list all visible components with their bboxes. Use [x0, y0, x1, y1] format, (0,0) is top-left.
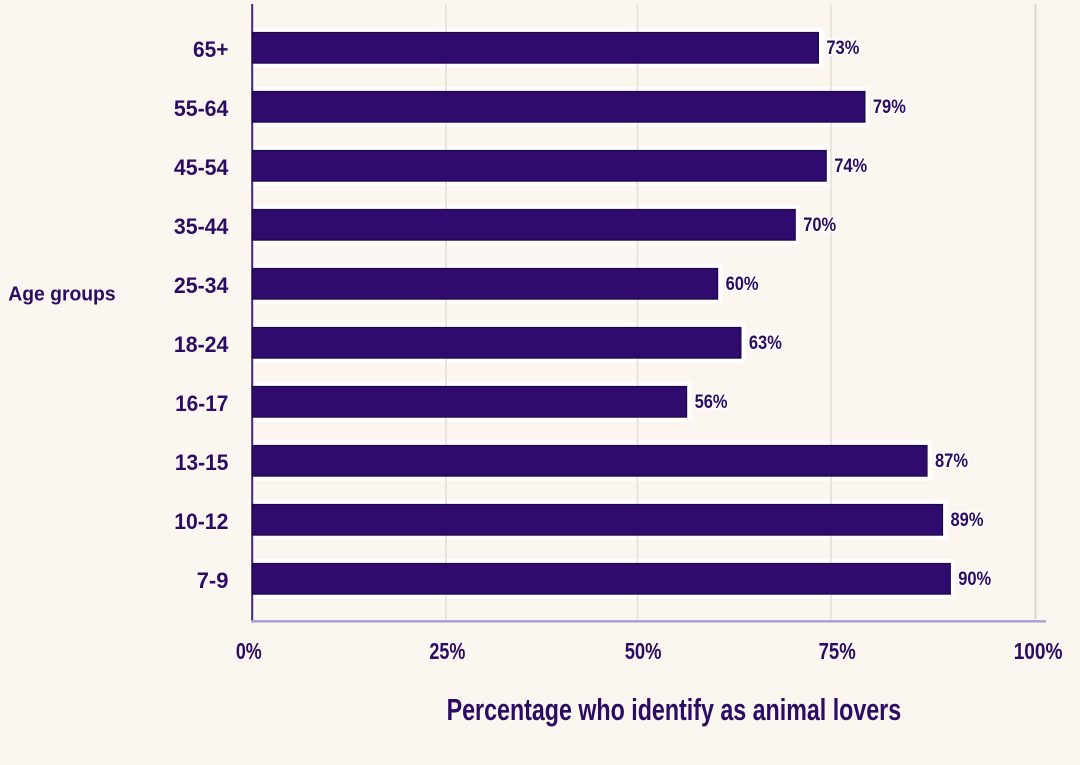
svg-text:90%: 90% — [958, 569, 991, 590]
svg-text:25%: 25% — [429, 638, 465, 664]
svg-text:50%: 50% — [625, 638, 662, 664]
svg-text:90%: 90% — [958, 569, 991, 590]
svg-text:70%: 70% — [803, 215, 836, 236]
svg-text:65+: 65+ — [193, 37, 228, 62]
svg-text:74%: 74% — [834, 156, 867, 177]
svg-text:89%: 89% — [951, 510, 984, 531]
svg-text:60%: 60% — [726, 274, 759, 295]
svg-text:56%: 56% — [695, 392, 728, 413]
svg-text:74%: 74% — [834, 156, 867, 177]
svg-text:79%: 79% — [873, 97, 906, 118]
svg-text:56%: 56% — [695, 392, 728, 413]
svg-text:0%: 0% — [236, 638, 262, 664]
svg-text:13-15: 13-15 — [175, 450, 229, 475]
svg-text:16-17: 16-17 — [175, 391, 228, 416]
svg-text:73%: 73% — [826, 38, 859, 59]
svg-text:25-34: 25-34 — [174, 273, 229, 298]
svg-text:100%: 100% — [1014, 638, 1063, 664]
svg-text:Percentage who identify as ani: Percentage who identify as animal lovers — [447, 692, 902, 727]
svg-text:73%: 73% — [826, 38, 859, 59]
svg-text:18-24: 18-24 — [174, 332, 229, 357]
svg-text:63%: 63% — [749, 333, 782, 354]
svg-text:89%: 89% — [951, 510, 984, 531]
svg-text:79%: 79% — [873, 97, 906, 118]
svg-text:Age groups: Age groups — [8, 284, 115, 306]
svg-text:45-54: 45-54 — [174, 155, 229, 180]
svg-text:60%: 60% — [726, 274, 759, 295]
svg-text:35-44: 35-44 — [174, 214, 229, 239]
svg-text:7-9: 7-9 — [197, 568, 229, 593]
svg-text:70%: 70% — [803, 215, 836, 236]
svg-text:75%: 75% — [819, 638, 856, 664]
svg-text:63%: 63% — [749, 333, 782, 354]
svg-text:87%: 87% — [935, 451, 968, 472]
svg-text:10-12: 10-12 — [174, 509, 228, 534]
svg-text:55-64: 55-64 — [174, 96, 229, 121]
svg-text:87%: 87% — [935, 451, 968, 472]
